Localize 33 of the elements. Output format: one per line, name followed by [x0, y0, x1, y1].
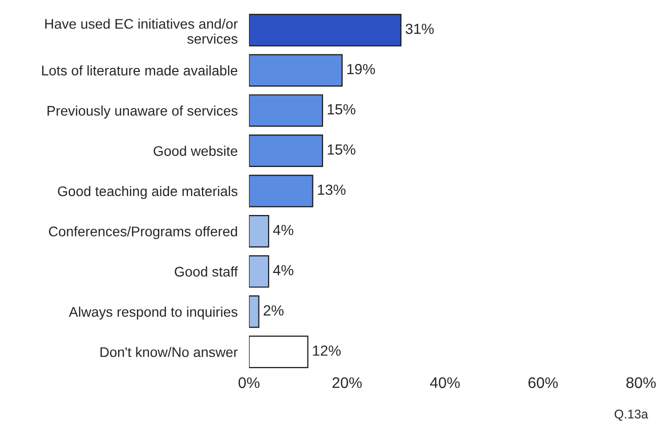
data-label: 4% [273, 224, 294, 236]
y-tick-label: Previously unaware of services [48, 106, 238, 118]
text: Q.13a [614, 410, 648, 421]
data-label: 12% [313, 345, 341, 356]
bar [249, 94, 324, 127]
y-tick-label: Don't know/No answer [100, 346, 238, 358]
data-label: 31% [406, 24, 434, 34]
x-tick-label: 20% [332, 377, 362, 388]
bar [249, 134, 324, 168]
data-label: 15% [328, 104, 356, 114]
y-tick-label: Good teaching aide materials [58, 186, 238, 199]
data-label: 13% [318, 184, 346, 195]
y-tick-label: Lots of literature made available [42, 65, 238, 76]
bar [249, 54, 343, 87]
x-tick-label: 40% [430, 377, 460, 388]
y-tick-label: Good staff [174, 266, 238, 277]
bar [249, 295, 260, 328]
y-tick-label: Always respond to inquiries [68, 306, 238, 320]
y-tick-label: Good website [154, 146, 238, 156]
bar [249, 336, 308, 368]
y-tick-label: Conferences/Programs offered [48, 226, 238, 240]
data-label: 15% [328, 144, 356, 155]
bar [249, 174, 314, 208]
data-label: 4% [273, 265, 294, 276]
x-tick-label: 60% [528, 377, 558, 388]
bar [249, 255, 270, 288]
data-label: 2% [264, 305, 284, 316]
bar [249, 14, 402, 46]
x-tick-label: 0% [238, 377, 260, 388]
bar [249, 214, 270, 248]
y-tick-label: Have used EC initiatives and/or services [45, 18, 238, 44]
x-tick-label: 80% [626, 377, 656, 388]
data-label: 19% [347, 64, 375, 74]
